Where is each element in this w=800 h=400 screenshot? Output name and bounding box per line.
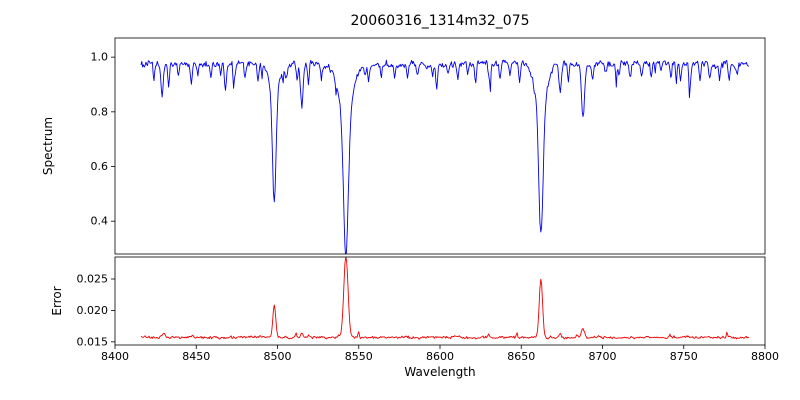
y-tick-label: 0.4	[91, 215, 109, 228]
y-tick-label: 0.015	[77, 335, 109, 348]
y-tick-label: 1.0	[91, 51, 109, 64]
x-tick-label: 8800	[751, 350, 779, 363]
x-tick-label: 8450	[182, 350, 210, 363]
error-line	[140, 257, 750, 340]
x-tick-label: 8550	[345, 350, 373, 363]
x-tick-label: 8750	[670, 350, 698, 363]
x-tick-label: 8500	[264, 350, 292, 363]
x-axis-label: Wavelength	[404, 365, 476, 379]
y-tick-label: 0.8	[91, 105, 109, 118]
y-tick-label: 0.6	[91, 160, 109, 173]
spectrum-panel-border	[114, 37, 766, 255]
error-panel-border	[114, 256, 766, 346]
spectrum-line	[140, 59, 750, 254]
x-tick-label: 8600	[426, 350, 454, 363]
x-tick-label: 8650	[507, 350, 535, 363]
y-tick-label: 0.025	[77, 273, 109, 286]
x-tick-label: 8400	[101, 350, 129, 363]
x-tick-label: 8700	[589, 350, 617, 363]
y-tick-label: 0.020	[77, 304, 109, 317]
chart-title: 20060316_1314m32_075	[350, 13, 530, 29]
